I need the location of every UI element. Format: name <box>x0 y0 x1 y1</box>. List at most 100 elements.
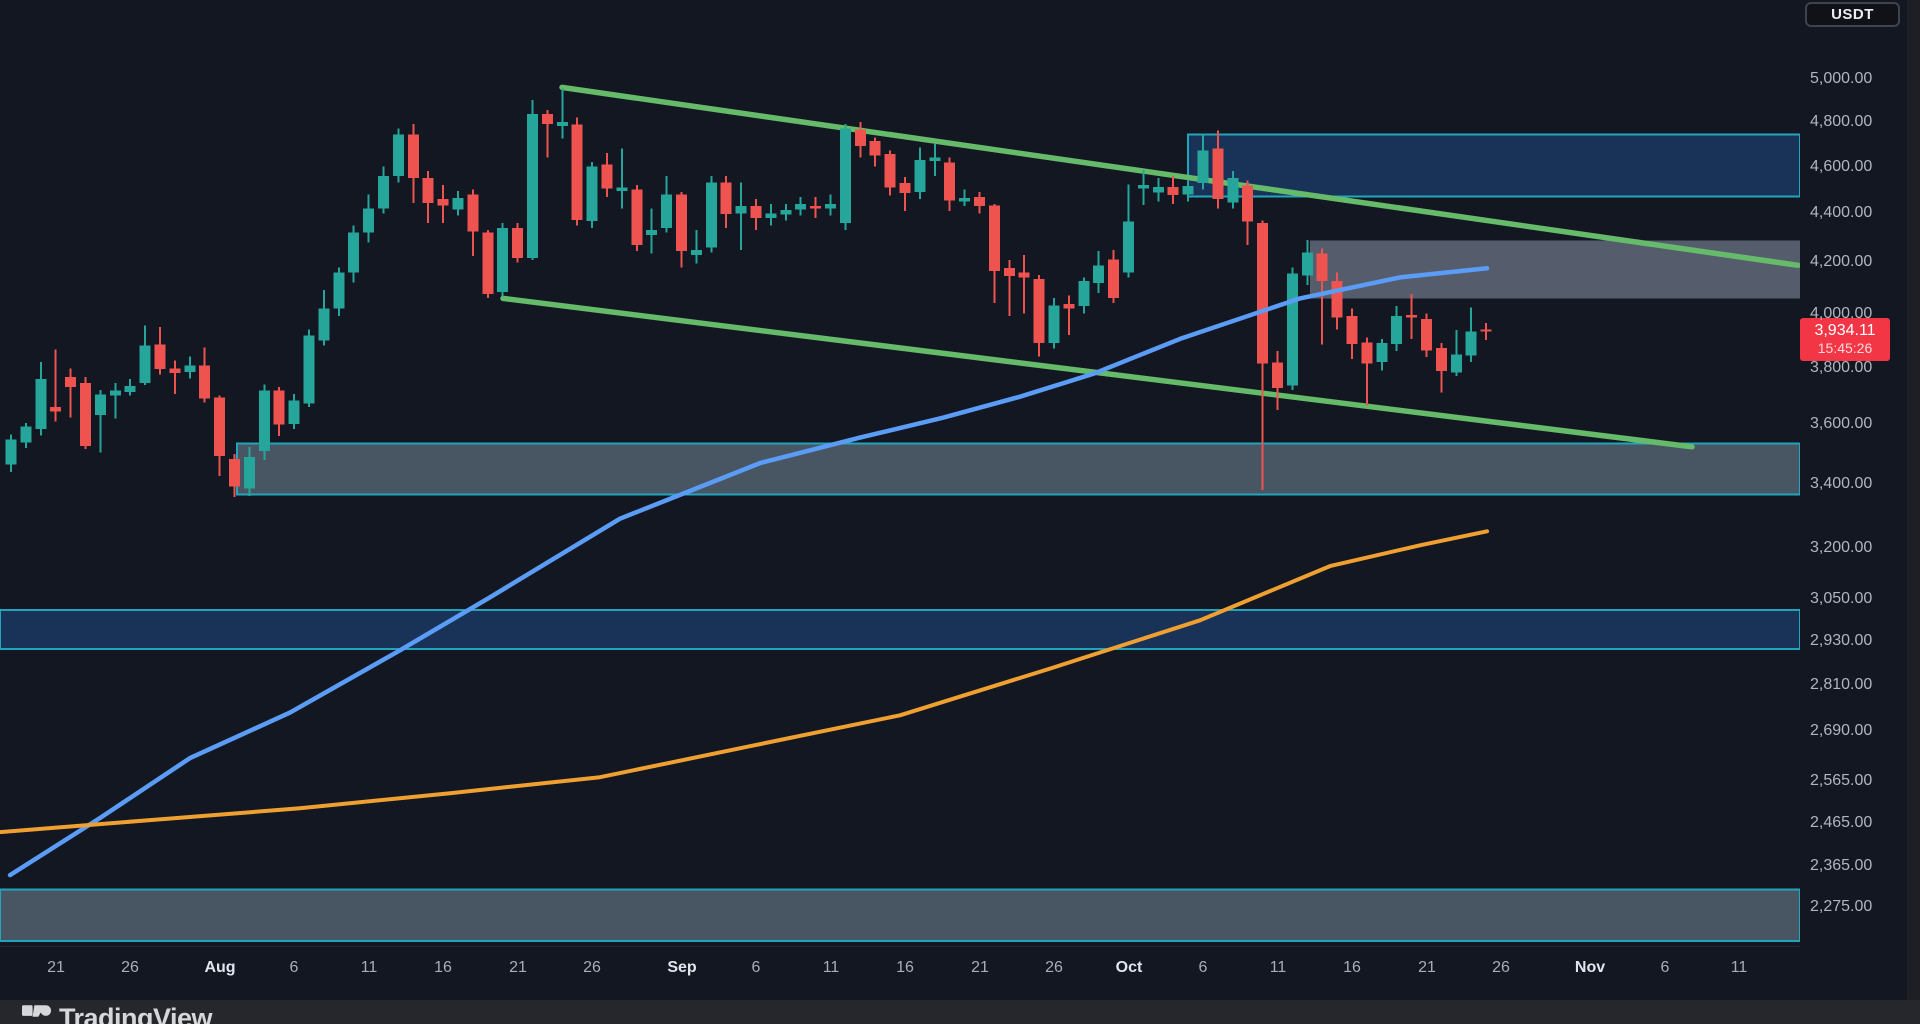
candle[interactable] <box>139 345 151 383</box>
candle[interactable] <box>273 390 285 425</box>
candle[interactable] <box>1078 281 1090 307</box>
quote-currency-badge[interactable]: USDT <box>1805 2 1900 27</box>
candle[interactable] <box>1421 318 1432 351</box>
supply-zone-4060-4290[interactable] <box>1310 240 1800 299</box>
candle[interactable] <box>1361 342 1373 364</box>
candle[interactable] <box>5 439 17 465</box>
support-zone-2200-2315[interactable] <box>0 888 1801 942</box>
candle[interactable] <box>1346 316 1358 345</box>
candle[interactable] <box>854 129 866 147</box>
candle[interactable] <box>616 187 628 191</box>
candle[interactable] <box>1123 221 1134 273</box>
candle[interactable] <box>974 197 985 207</box>
candle[interactable] <box>1376 342 1388 362</box>
candle[interactable] <box>482 232 494 294</box>
candle[interactable] <box>243 457 255 489</box>
candle[interactable] <box>929 157 941 161</box>
candle[interactable] <box>65 377 77 388</box>
time-axis[interactable]: 21 26 Aug 6 11 16 21 26 Sep 6 11 16 21 26 Oct 6 11 16 21 26… <box>0 946 1800 1001</box>
candle[interactable] <box>1003 267 1015 277</box>
candle[interactable] <box>944 162 956 201</box>
candle[interactable] <box>825 203 836 209</box>
candle[interactable] <box>288 400 300 424</box>
candle[interactable] <box>765 213 777 219</box>
candle[interactable] <box>497 227 509 293</box>
candle[interactable] <box>959 197 971 202</box>
candle[interactable] <box>378 175 389 209</box>
candle[interactable] <box>1391 316 1403 345</box>
candle[interactable] <box>1301 252 1313 276</box>
ma-slow-orange[interactable] <box>0 529 1489 835</box>
candle[interactable] <box>1063 303 1075 309</box>
candle[interactable] <box>50 407 62 412</box>
candle[interactable] <box>839 128 851 223</box>
candle[interactable] <box>1257 223 1269 364</box>
candle[interactable] <box>1108 259 1120 298</box>
candle[interactable] <box>884 153 896 188</box>
ma-fast-blue[interactable] <box>7 266 1490 878</box>
candle[interactable] <box>1137 185 1149 189</box>
candle[interactable] <box>1227 178 1239 203</box>
descending-channel-upper-line[interactable] <box>559 84 1801 269</box>
candle[interactable] <box>541 114 553 124</box>
candle[interactable] <box>392 134 404 176</box>
candle[interactable] <box>810 206 822 209</box>
candle[interactable] <box>154 344 166 369</box>
candle[interactable] <box>1435 347 1447 371</box>
candle[interactable] <box>646 230 658 236</box>
candle[interactable] <box>199 365 211 399</box>
candle[interactable] <box>258 390 270 451</box>
candle[interactable] <box>1152 186 1164 193</box>
candle[interactable] <box>467 194 479 232</box>
candle[interactable] <box>661 194 673 228</box>
candle[interactable] <box>1167 186 1179 195</box>
tradingview-watermark[interactable]: TradingView <box>22 1003 213 1024</box>
candle[interactable] <box>705 182 717 248</box>
candle[interactable] <box>35 379 47 429</box>
candle[interactable] <box>512 227 524 258</box>
support-zone-3370-3535[interactable] <box>236 442 1801 496</box>
candle[interactable] <box>1182 186 1194 195</box>
candle[interactable] <box>333 272 345 309</box>
candle[interactable] <box>1033 279 1045 343</box>
resistance-zone-4470-4740[interactable] <box>1187 133 1801 198</box>
candle[interactable] <box>124 386 136 393</box>
candle[interactable] <box>1197 150 1209 184</box>
candle[interactable] <box>676 194 687 252</box>
candle[interactable] <box>795 203 807 210</box>
candle[interactable] <box>601 164 613 189</box>
candle[interactable] <box>869 141 881 156</box>
candle[interactable] <box>1018 272 1030 278</box>
candle[interactable] <box>1048 305 1060 343</box>
candle[interactable] <box>1316 253 1328 282</box>
candle[interactable] <box>1212 148 1224 200</box>
candle[interactable] <box>1406 314 1418 318</box>
candle[interactable] <box>1242 185 1254 222</box>
candle[interactable] <box>363 208 375 233</box>
candle[interactable] <box>318 308 330 341</box>
candle[interactable] <box>720 182 732 214</box>
candle[interactable] <box>735 206 747 214</box>
candle[interactable] <box>407 134 419 178</box>
candle[interactable] <box>1465 331 1477 356</box>
candle[interactable] <box>214 397 226 456</box>
candle[interactable] <box>571 124 583 221</box>
price-axis[interactable]: USDT 3,934.11 15:45:26 5,000.00 4,800.00 4… <box>1800 0 1907 1000</box>
candle[interactable] <box>94 394 106 416</box>
candle[interactable] <box>437 199 449 206</box>
candle[interactable] <box>303 335 315 404</box>
candle[interactable] <box>556 121 568 127</box>
candle[interactable] <box>80 382 91 446</box>
candle[interactable] <box>348 232 360 273</box>
candle[interactable] <box>586 166 598 221</box>
candle[interactable] <box>988 205 1000 271</box>
candle[interactable] <box>20 426 32 443</box>
candle[interactable] <box>750 206 762 219</box>
candle[interactable] <box>527 114 538 258</box>
candle[interactable] <box>690 249 702 255</box>
candle[interactable] <box>899 183 911 194</box>
candle[interactable] <box>780 209 792 215</box>
candle[interactable] <box>229 459 240 487</box>
candle[interactable] <box>1450 354 1462 373</box>
candle[interactable] <box>1286 273 1298 386</box>
